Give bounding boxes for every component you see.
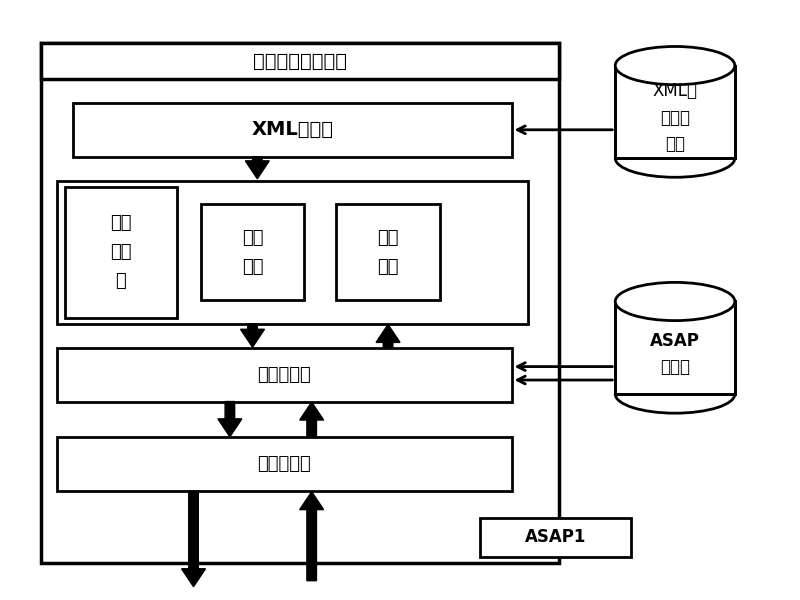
Text: 标定系统运行环境: 标定系统运行环境	[254, 52, 347, 71]
FancyArrow shape	[300, 492, 324, 581]
Bar	[73, 103, 512, 157]
Bar	[480, 518, 631, 557]
Text: ASAP1: ASAP1	[525, 529, 586, 547]
Text: 界面
表示
层: 界面 表示 层	[110, 214, 132, 290]
Bar	[42, 43, 559, 79]
Bar	[42, 43, 559, 563]
Bar	[57, 348, 512, 401]
Ellipse shape	[615, 283, 735, 320]
Bar	[57, 437, 512, 491]
Bar	[57, 181, 527, 324]
Bar	[65, 187, 177, 318]
Bar	[615, 65, 735, 158]
Text: XML配
置工程
文件: XML配 置工程 文件	[653, 82, 698, 153]
FancyArrow shape	[246, 157, 270, 179]
FancyArrow shape	[241, 324, 265, 347]
Ellipse shape	[615, 46, 735, 85]
Text: ASAP
数据库: ASAP 数据库	[650, 332, 700, 376]
Text: 内核通信层: 内核通信层	[258, 455, 311, 473]
Bar	[615, 65, 735, 158]
Text: 监控
界面: 监控 界面	[378, 229, 398, 276]
Bar	[615, 301, 735, 394]
Text: 数据管理层: 数据管理层	[258, 365, 311, 383]
FancyArrow shape	[182, 491, 206, 587]
FancyArrow shape	[376, 325, 400, 348]
Bar	[201, 205, 304, 300]
Bar	[336, 205, 440, 300]
Bar	[615, 301, 735, 394]
FancyArrow shape	[218, 401, 242, 437]
Text: XML解析器: XML解析器	[251, 120, 334, 139]
Text: 标定
界面: 标定 界面	[242, 229, 263, 276]
FancyArrow shape	[300, 402, 324, 437]
